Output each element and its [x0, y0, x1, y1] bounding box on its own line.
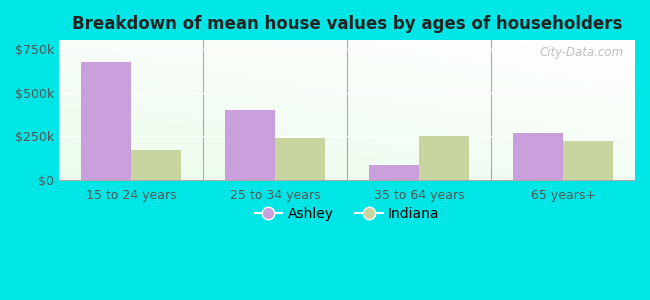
Legend: Ashley, Indiana: Ashley, Indiana	[249, 201, 445, 226]
Bar	[563, 141, 614, 180]
Bar	[131, 149, 181, 180]
Bar	[513, 133, 563, 180]
Bar	[81, 62, 131, 180]
Bar	[369, 165, 419, 180]
Bar	[419, 136, 469, 180]
Text: City-Data.com: City-Data.com	[540, 46, 623, 59]
Bar	[225, 110, 275, 180]
Title: Breakdown of mean house values by ages of householders: Breakdown of mean house values by ages o…	[72, 15, 622, 33]
Bar	[275, 138, 326, 180]
